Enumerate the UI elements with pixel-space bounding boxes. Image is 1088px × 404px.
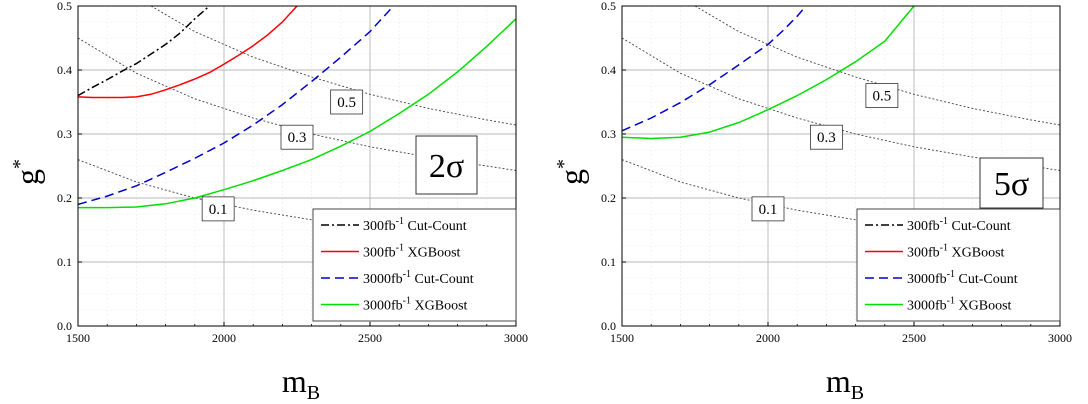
series-lines bbox=[78, 6, 516, 209]
contour-label-0.3: 0.3 bbox=[280, 124, 314, 150]
x-tick-label: 1500 bbox=[66, 331, 90, 345]
x-axis-title: mB bbox=[282, 363, 320, 404]
contour-label-box bbox=[330, 89, 364, 115]
y-tick-label: 0.4 bbox=[601, 63, 616, 77]
y-tick-label: 0.4 bbox=[57, 63, 72, 77]
legend-label-2: 3000fb-1 Cut-Count bbox=[363, 269, 474, 287]
contour-label-0.5: 0.5 bbox=[865, 83, 899, 108]
y-tick-label: 0.5 bbox=[601, 0, 616, 13]
significance-text: 2σ bbox=[429, 148, 464, 185]
contour-label-box bbox=[751, 196, 785, 222]
y-tick-label: 0.1 bbox=[57, 255, 72, 269]
y-tick-label: 0.5 bbox=[57, 0, 72, 13]
series-line-0 bbox=[78, 6, 210, 97]
contour-label-box bbox=[865, 83, 899, 108]
y-tick-label: 0.3 bbox=[601, 127, 616, 141]
legend-box bbox=[856, 208, 1061, 322]
y-tick-label: 0.1 bbox=[601, 255, 616, 269]
contour-label-box bbox=[201, 196, 235, 222]
series-line-2 bbox=[622, 6, 807, 132]
y-tick-label: 0.2 bbox=[57, 191, 72, 205]
legend-label-2: 3000fb-1 Cut-Count bbox=[907, 269, 1018, 287]
x-tick-label: 2000 bbox=[756, 331, 780, 345]
contour-line-0.3 bbox=[622, 37, 1060, 171]
contour-line-0.5 bbox=[150, 6, 516, 126]
contour-label-text: 0.1 bbox=[209, 202, 228, 218]
ticks: 1500 2000 2500 3000 0.0 0.1 0.2 0.3 0.4 0.5 bbox=[601, 0, 1072, 345]
y-tick-label: 0.0 bbox=[57, 319, 72, 333]
x-tick-label: 2500 bbox=[902, 331, 926, 345]
contour-label-text: 0.5 bbox=[873, 89, 892, 105]
x-tick-label: 3000 bbox=[504, 331, 528, 345]
legend-box bbox=[312, 208, 517, 322]
series-line-1 bbox=[78, 6, 298, 99]
contour-label-0.5: 0.5 bbox=[330, 89, 364, 115]
contour-label-box bbox=[809, 124, 843, 150]
legend-label-3: 3000fb-1 XGBoost bbox=[907, 296, 1012, 314]
significance-label: 2σ bbox=[415, 135, 478, 195]
legend-label-3: 3000fb-1 XGBoost bbox=[363, 296, 468, 314]
contour-line-0.1 bbox=[622, 159, 1060, 241]
significance-box bbox=[979, 157, 1044, 209]
contour-label-text: 0.1 bbox=[759, 202, 778, 218]
legend-label-0: 300fb-1 Cut-Count bbox=[363, 216, 467, 234]
ticks: 1500 2000 2500 3000 0.0 0.1 0.2 0.3 0.4 0.5 bbox=[57, 0, 528, 345]
significance-label: 5σ bbox=[979, 157, 1044, 209]
legend-label-1: 300fb-1 XGBoost bbox=[907, 243, 1005, 261]
significance-text: 5σ bbox=[994, 166, 1029, 203]
contour-label-box bbox=[280, 124, 314, 150]
y-tick-label: 0.0 bbox=[601, 319, 616, 333]
y-axis-title: g* bbox=[553, 159, 589, 185]
legend: 300fb-1 Cut-Count 300fb-1 XGBoost 3000fb-1… bbox=[312, 208, 517, 322]
contour-label-0.1: 0.1 bbox=[751, 196, 785, 222]
series-line-2 bbox=[78, 6, 394, 206]
chart-panel-5sigma: 0.1 0.3 0.5 1500 2000 2500 3000 0.0 0.1 0.2 0.3 0.4… bbox=[553, 0, 1072, 404]
y-axis-title: g* bbox=[9, 159, 45, 185]
legend: 300fb-1 Cut-Count 300fb-1 XGBoost 3000fb-1… bbox=[856, 208, 1061, 322]
plot-frame bbox=[77, 5, 517, 327]
chart-panel-2sigma: 0.1 0.3 0.5 1500 2000 2500 3000 0.0 0.1 0.2 0.3 0.4… bbox=[9, 0, 528, 404]
plot-frame bbox=[621, 5, 1061, 327]
y-tick-label: 0.3 bbox=[57, 127, 72, 141]
legend-label-0: 300fb-1 Cut-Count bbox=[907, 216, 1011, 234]
x-tick-label: 3000 bbox=[1048, 331, 1072, 345]
contour-label-0.1: 0.1 bbox=[201, 196, 235, 222]
contour-label-text: 0.5 bbox=[337, 95, 356, 111]
series-lines bbox=[622, 6, 915, 140]
x-axis-title: mB bbox=[826, 363, 864, 404]
significance-box bbox=[415, 135, 478, 195]
contour-line-0.5 bbox=[694, 6, 1060, 126]
contour-label-text: 0.3 bbox=[288, 130, 307, 146]
x-tick-label: 2500 bbox=[358, 331, 382, 345]
contour-label-0.3: 0.3 bbox=[809, 124, 843, 150]
series-line-3 bbox=[622, 6, 915, 140]
y-tick-label: 0.2 bbox=[601, 191, 616, 205]
series-line-3 bbox=[78, 18, 516, 209]
x-tick-label: 1500 bbox=[610, 331, 634, 345]
legend-label-1: 300fb-1 XGBoost bbox=[363, 243, 461, 261]
x-tick-label: 2000 bbox=[212, 331, 236, 345]
contour-label-text: 0.3 bbox=[817, 130, 836, 146]
